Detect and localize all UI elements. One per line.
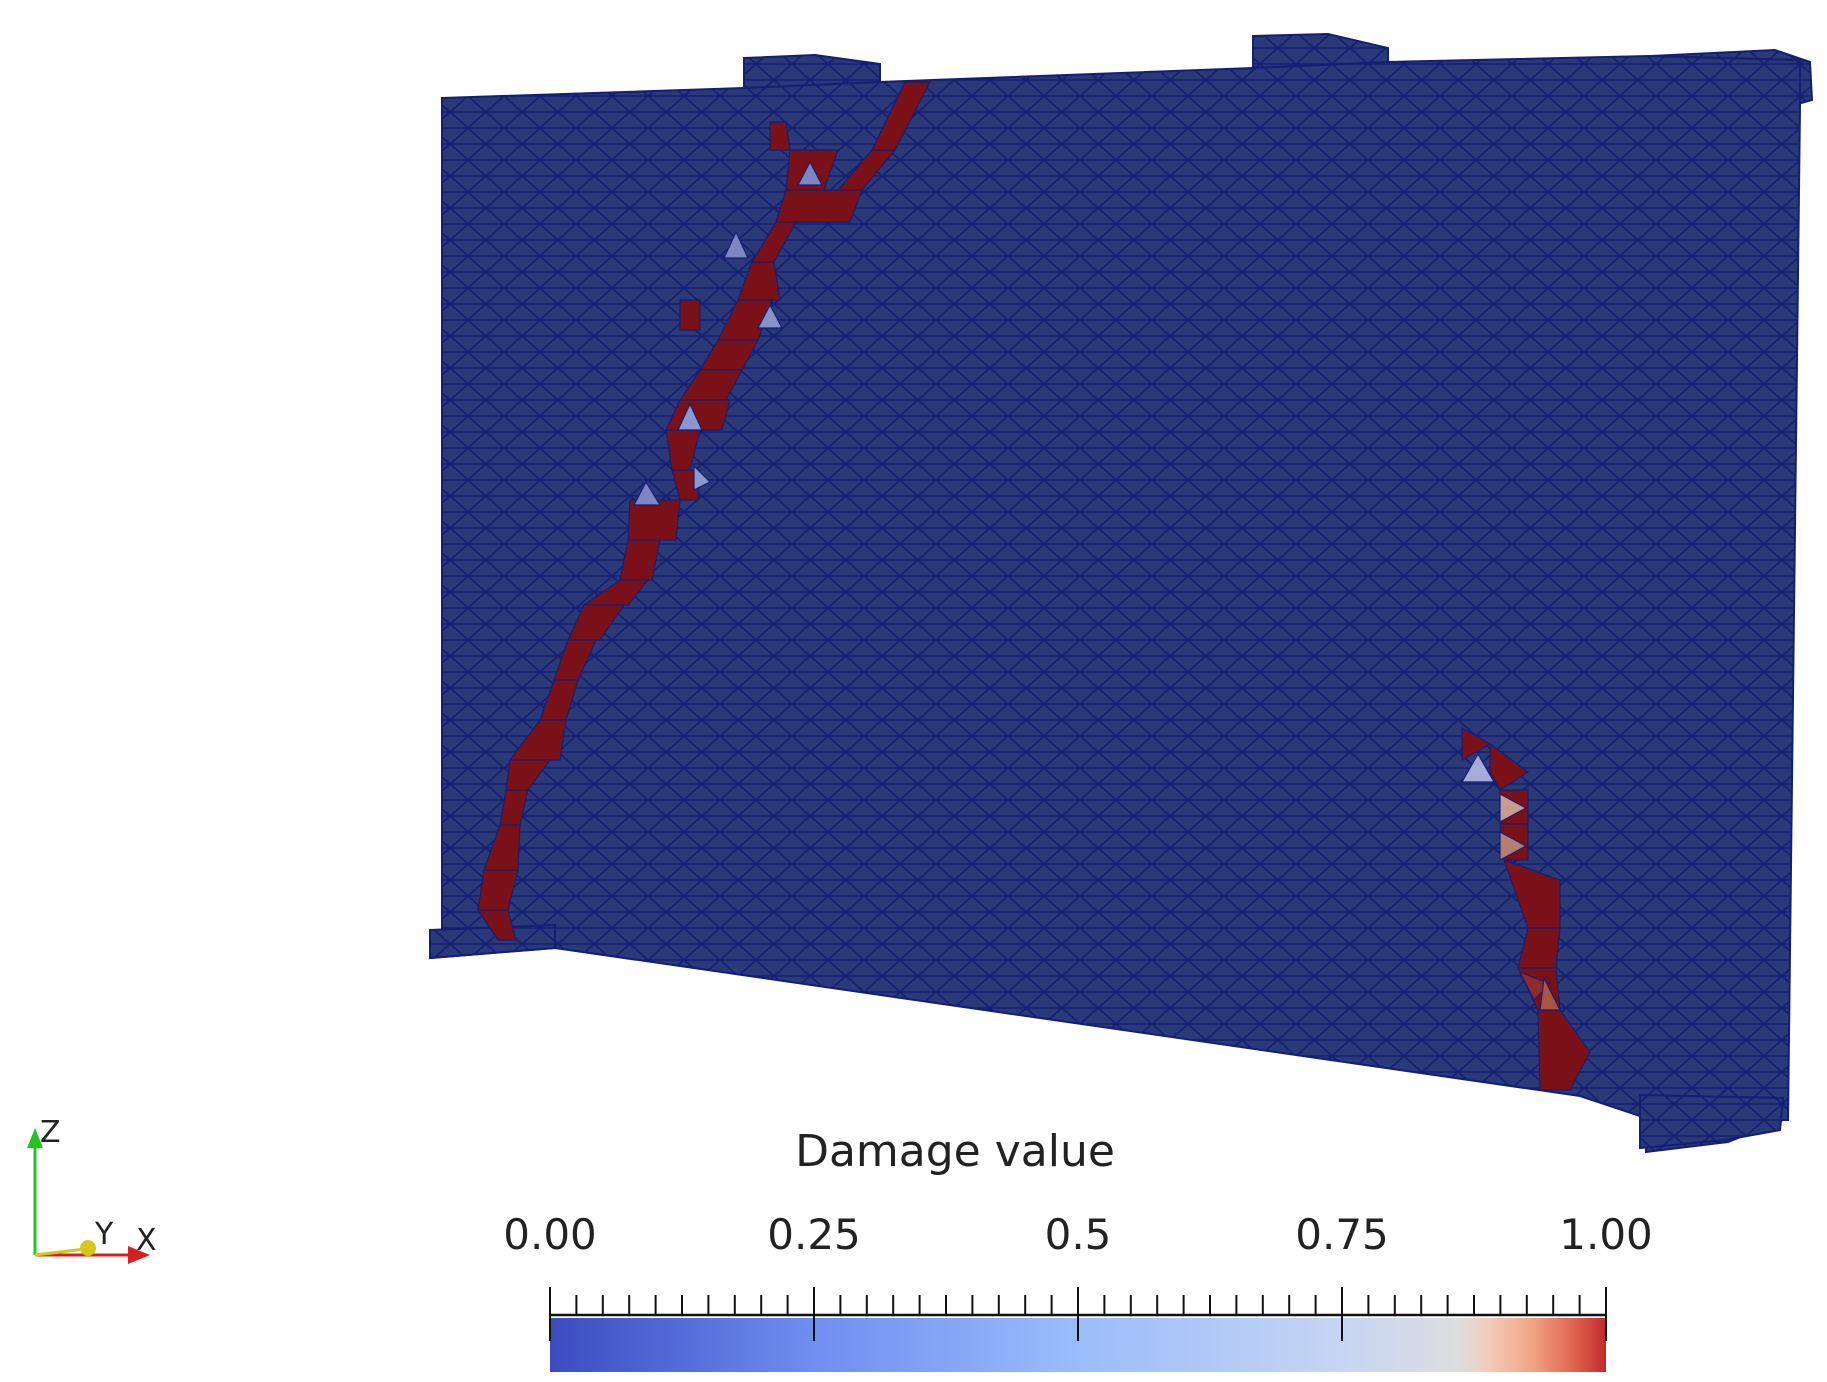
top-nub-left [743, 53, 881, 91]
y-axis-line [34, 1247, 86, 1257]
bottom-foot-left [429, 923, 556, 960]
z-axis-label: Z [40, 1115, 61, 1150]
color-legend [549, 1287, 1607, 1372]
orientation-axes: Z Y X [27, 1115, 157, 1264]
legend-tick-label-4: 1.00 [1559, 1210, 1653, 1259]
x-axis-arrow [128, 1246, 150, 1264]
x-axis-label: X [136, 1223, 157, 1258]
crack-right-partial [1460, 752, 1561, 1011]
z-axis-arrow [27, 1128, 43, 1148]
legend-title: Damage value [795, 1126, 1115, 1177]
y-axis-marker [80, 1240, 96, 1256]
bottom-foot-right [1639, 1093, 1785, 1150]
top-nub-right [1252, 32, 1389, 72]
crack-left [476, 81, 931, 941]
crack-left-partial [633, 160, 823, 506]
legend-tick-label-1: 0.25 [767, 1210, 861, 1259]
legend-tick-label-3: 0.75 [1295, 1210, 1389, 1259]
legend-ticks [549, 1287, 1607, 1341]
legend-tick-label-2: 0.5 [1044, 1210, 1112, 1259]
y-axis-label: Y [94, 1217, 114, 1252]
legend-tick-label-0: 0.00 [503, 1210, 597, 1259]
